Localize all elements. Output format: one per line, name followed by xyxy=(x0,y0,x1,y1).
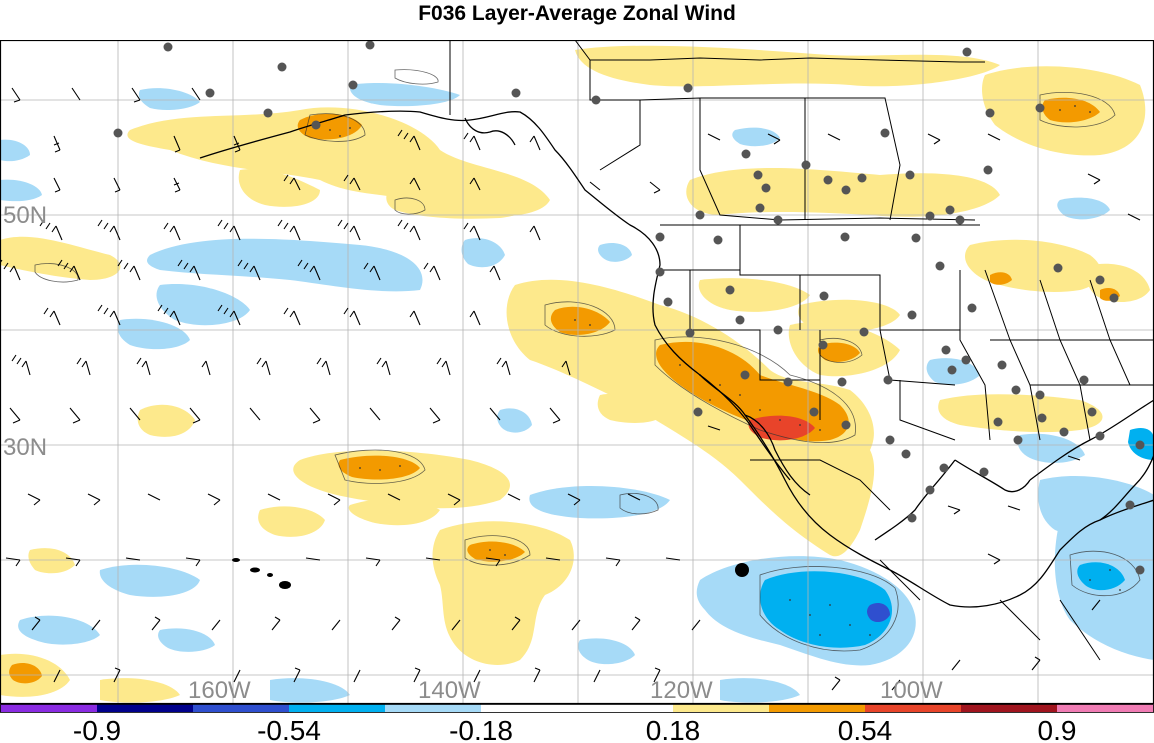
colorbar-tick-label: 0.54 xyxy=(838,715,893,743)
colorbar-swatch xyxy=(865,704,961,712)
colorbar: -0.9 -0.54 -0.18 0.18 0.54 0.9 xyxy=(0,704,1154,743)
lat-label-50n: 50N xyxy=(3,202,47,229)
colorbar-swatch xyxy=(673,704,769,712)
colorbar-tick-label: -0.54 xyxy=(257,715,321,743)
colorbar-swatch xyxy=(385,704,481,712)
hawaii-islands xyxy=(232,558,291,589)
lat-lon-grid xyxy=(0,40,1154,704)
wind-barbs xyxy=(0,87,1141,691)
lat-label-30n: 30N xyxy=(3,434,47,461)
lon-label-140w: 140W xyxy=(418,677,481,704)
colorbar-swatch xyxy=(1057,704,1154,712)
map-axis-labels: 50N 30N 160W 140W 120W 100W xyxy=(3,202,943,704)
map-title: F036 Layer-Average Zonal Wind xyxy=(418,2,736,25)
coastlines-and-borders xyxy=(199,110,1154,608)
lon-label-120w: 120W xyxy=(650,677,713,704)
reference-point-marker xyxy=(735,563,749,577)
station-markers xyxy=(113,40,1145,575)
colorbar-tick-label: 0.18 xyxy=(646,715,701,743)
colorbar-swatch xyxy=(481,704,673,712)
colorbar-tick-label: 0.9 xyxy=(1038,715,1077,743)
stipple-dots xyxy=(329,105,1121,636)
lon-label-100w: 100W xyxy=(880,677,943,704)
colorbar-swatch xyxy=(0,704,97,712)
zonal-wind-fill xyxy=(0,45,1154,703)
colorbar-swatch xyxy=(193,704,289,712)
lon-label-160w: 160W xyxy=(188,677,251,704)
colorbar-swatch xyxy=(289,704,385,712)
colorbar-swatch xyxy=(961,704,1057,712)
contour-lines xyxy=(34,69,1141,652)
state-country-borders xyxy=(449,40,1154,661)
colorbar-swatch xyxy=(97,704,193,712)
colorbar-tick-label: -0.18 xyxy=(449,715,513,743)
weather-map: 50N 30N 160W 140W 120W 100W xyxy=(0,40,1154,704)
colorbar-tick-label: -0.9 xyxy=(73,715,121,743)
colorbar-swatch xyxy=(769,704,865,712)
